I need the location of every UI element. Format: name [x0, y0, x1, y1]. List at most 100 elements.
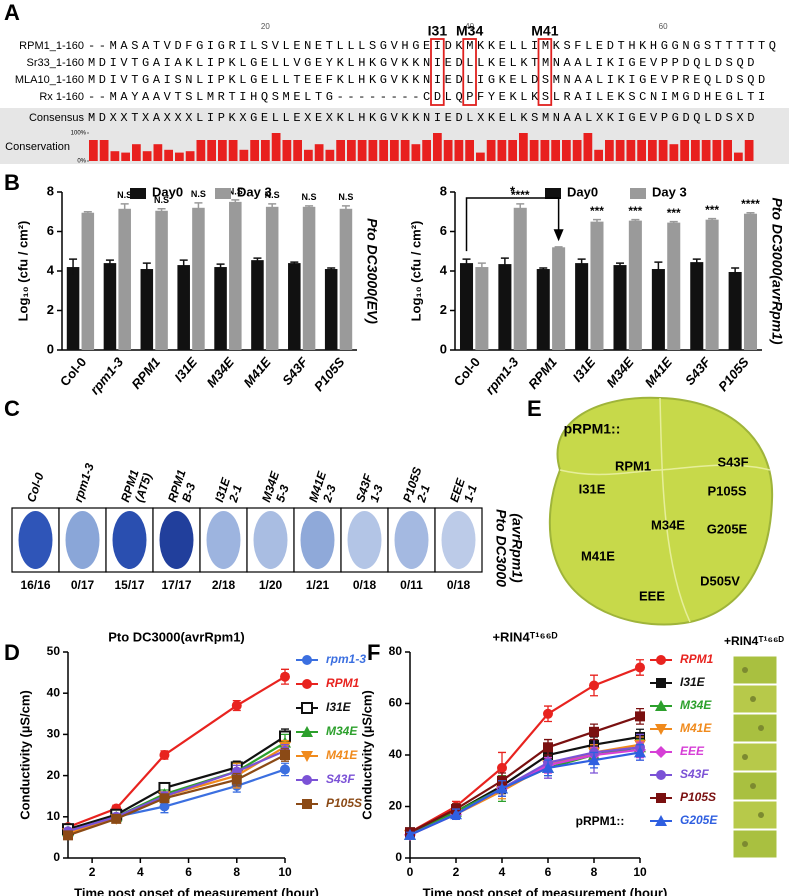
y-tick-label: 0 [395, 850, 402, 864]
ruler-label: 40 [465, 22, 474, 31]
legend-label: S43F [326, 772, 355, 786]
y-tick-label: 4 [47, 262, 55, 277]
y-tick-label: 0 [440, 341, 447, 356]
stained-leaf [159, 511, 194, 569]
x-tick-label: 0 [407, 865, 414, 879]
stained-leaf [347, 511, 382, 569]
legend-swatch [215, 188, 231, 199]
x-tick-label: 2 [453, 865, 460, 879]
bar [339, 208, 353, 350]
ratio-label: 15/17 [114, 578, 144, 592]
x-tick-label: rpm1-3 [482, 354, 522, 397]
genotype-label: 2-3 [320, 483, 339, 505]
bar [265, 206, 279, 350]
bar [422, 140, 431, 161]
residue-box [462, 38, 477, 106]
ruler-label: 20 [261, 22, 270, 31]
x-tick-label: M34E [603, 354, 637, 390]
y-tick-label: 20 [389, 799, 403, 813]
bar [552, 247, 566, 350]
legend-swatch [630, 188, 646, 199]
bar [400, 140, 410, 161]
bar [465, 140, 474, 161]
sequence: MDIVTGAIAKLIPKLGELLVGEYKLHKGVKKNIEDLLKEL… [88, 56, 755, 70]
significance: *** [705, 203, 719, 217]
error-bar [290, 261, 299, 265]
chart-title: +RIN4ᵀ¹⁶⁶ᴰ [492, 629, 557, 644]
significance: *** [590, 204, 604, 218]
legend-label: RPM1 [326, 676, 360, 690]
bar [207, 140, 216, 161]
significance: N.S [117, 190, 132, 200]
genotype-label: 2-1 [226, 483, 245, 505]
bar [282, 140, 292, 161]
marker [656, 770, 666, 780]
ratio-label: 0/11 [400, 578, 423, 592]
marker [588, 754, 600, 766]
marker [655, 746, 667, 758]
side-label: Pto DC3000 [493, 509, 509, 587]
leaf-strip-cell [732, 655, 778, 685]
bar [628, 220, 642, 350]
marker [231, 774, 242, 785]
bar [594, 149, 603, 161]
sequence-name: Sr33_1-160 [27, 57, 85, 69]
bar [324, 269, 338, 350]
stained-leaf [206, 511, 241, 569]
bar [293, 140, 302, 161]
bar [140, 269, 154, 350]
genotype-label: 5-3 [273, 483, 292, 504]
marker [63, 830, 73, 841]
leaf-spot [742, 667, 748, 673]
x-tick-label: P105S [715, 354, 752, 394]
y-axis-label: Conductivity (µS/cm) [359, 690, 374, 820]
legend-swatch [130, 188, 146, 199]
bar [336, 140, 345, 161]
bar [357, 140, 367, 161]
error-bar [516, 203, 525, 212]
y-axis-label: Log₁₀ (cfu / cm²) [408, 221, 423, 322]
line [67, 675, 286, 829]
marker [302, 679, 312, 689]
residue-marker: M34 [456, 23, 483, 39]
bar [251, 260, 264, 350]
x-tick-label: I31E [171, 354, 200, 384]
construct-label: RPM1 [615, 458, 651, 473]
panel-label: C [4, 396, 20, 421]
bar [486, 140, 496, 161]
bar [497, 140, 507, 161]
marker [280, 671, 290, 682]
bar [691, 140, 700, 161]
bar [175, 152, 184, 161]
line [409, 666, 641, 834]
marker [301, 751, 313, 762]
construct-label: I31E [579, 481, 606, 496]
significance: N.S [191, 189, 206, 199]
bar [529, 140, 539, 161]
bar [164, 149, 173, 161]
y-tick-label: 100% [71, 131, 87, 137]
marker [159, 801, 170, 812]
ratio-label: 1/21 [306, 578, 330, 592]
error-bar [142, 262, 151, 275]
x-tick-label: Col-0 [451, 354, 483, 389]
bar [615, 140, 625, 161]
error-bar [157, 208, 166, 213]
bar [475, 267, 489, 350]
x-axis-label: Time post onset of measurement (hour) [74, 885, 319, 896]
bar [261, 140, 270, 161]
bar [118, 208, 131, 350]
sequence: --MASATVDFGIGRILSVLENETLLLSGVHGEIDKMKKEL… [88, 39, 776, 53]
marker [231, 700, 242, 711]
ratio-label: 1/20 [259, 578, 283, 592]
legend-label: M34E [326, 724, 358, 738]
legend-label: RPM1 [680, 652, 714, 666]
marker [656, 678, 666, 688]
error-bar [500, 257, 509, 271]
construct-label: EEE [639, 588, 665, 603]
error-bar [179, 259, 188, 271]
side-label: Pto DC3000(EV) [364, 218, 380, 324]
marker [634, 746, 646, 758]
bar [121, 152, 130, 161]
